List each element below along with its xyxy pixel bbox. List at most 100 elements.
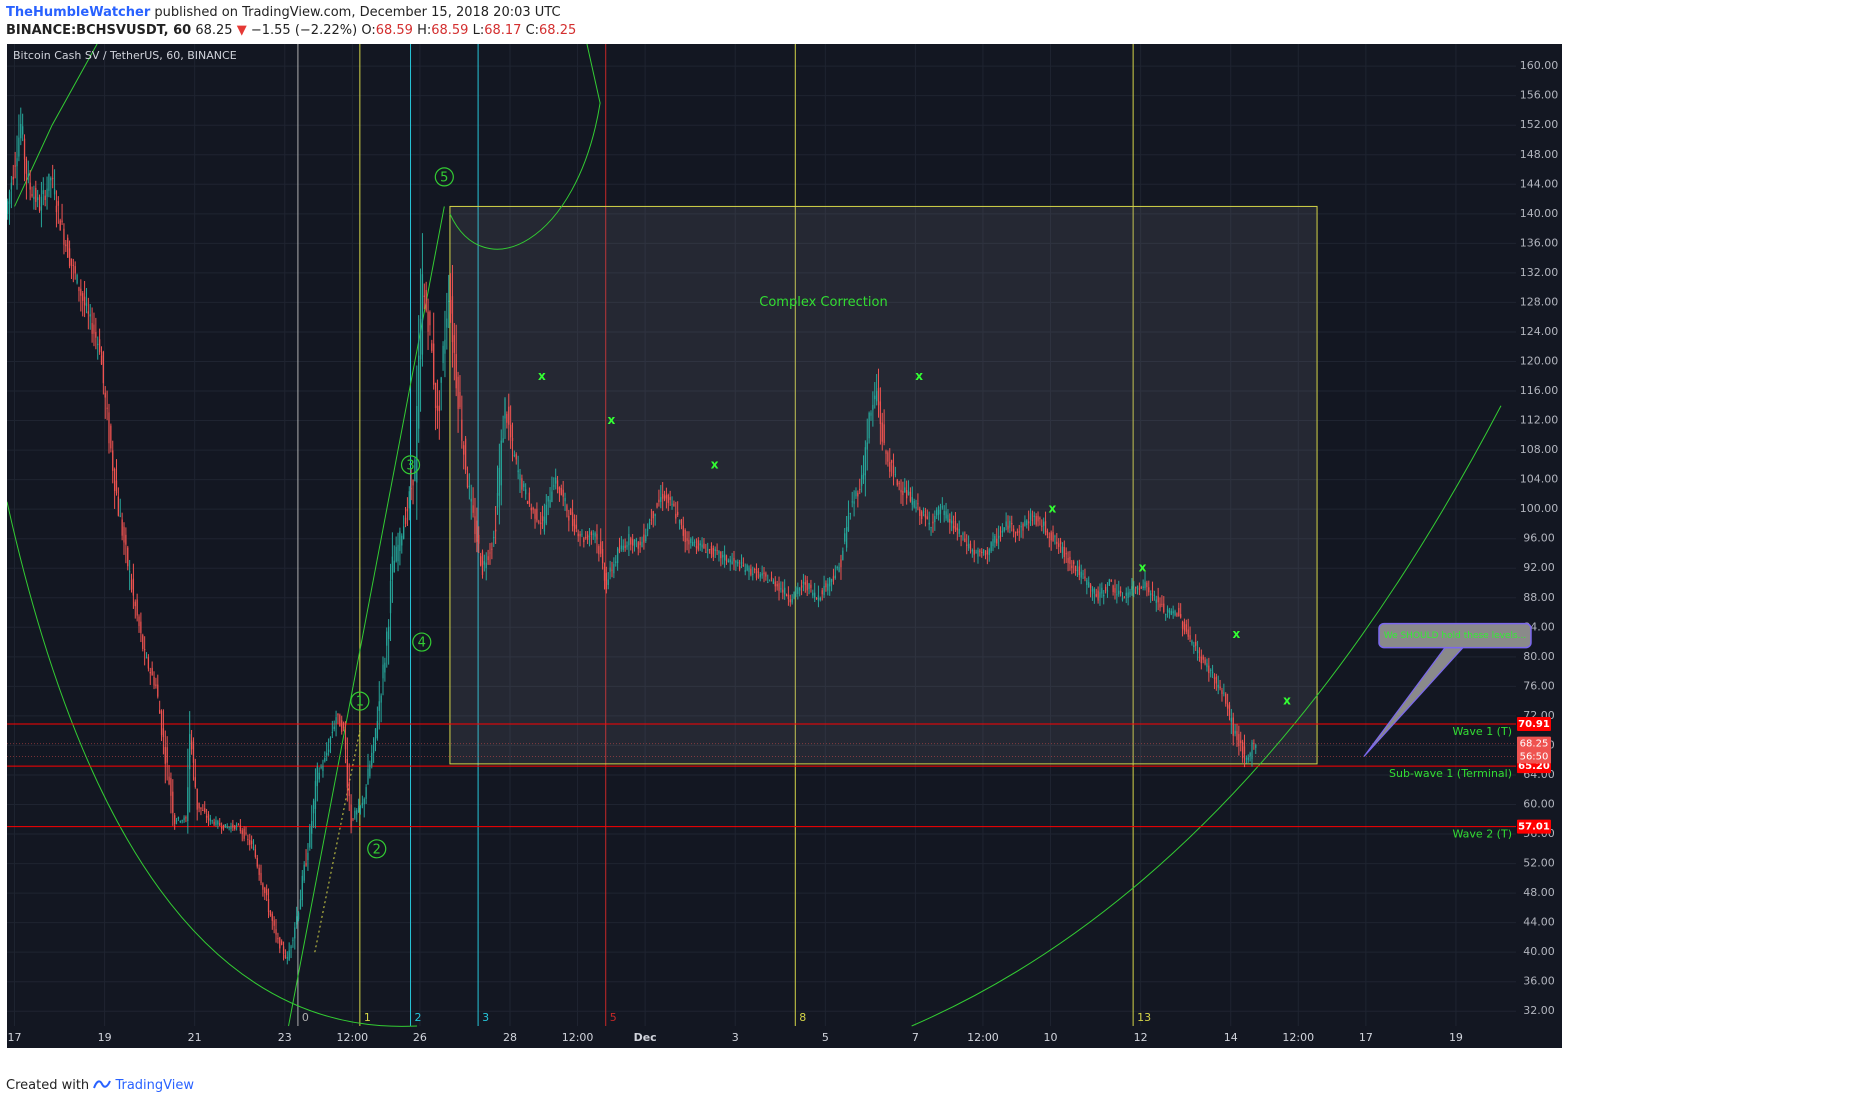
candle-body xyxy=(954,520,957,530)
candle-body xyxy=(464,438,467,471)
candle-body xyxy=(759,574,761,578)
tradingview-brand-link[interactable]: TradingView xyxy=(115,1078,194,1093)
candle-body xyxy=(919,508,921,516)
candle-body xyxy=(551,491,553,503)
candle-body xyxy=(277,938,279,940)
candle-body xyxy=(155,684,157,687)
candle-body xyxy=(594,532,596,537)
candle-body xyxy=(1095,594,1097,597)
candle-body xyxy=(1018,531,1020,533)
candle-body xyxy=(753,569,756,571)
candle-body xyxy=(286,957,288,959)
candle-body xyxy=(496,492,499,508)
candle-body xyxy=(142,635,144,649)
price-tick-label: 120.00 xyxy=(1520,354,1559,367)
candle-body xyxy=(294,927,296,939)
candle-body xyxy=(943,510,945,516)
symbol-label: BINANCE:BCHSVUSDT, 60 xyxy=(6,23,192,38)
candle-body xyxy=(162,728,165,738)
candle-body xyxy=(249,840,251,845)
candle-body xyxy=(123,526,125,543)
candle-body xyxy=(466,474,469,488)
candle-body xyxy=(562,489,564,497)
candle-body xyxy=(1221,690,1223,694)
candle-body xyxy=(506,413,508,423)
candle-body xyxy=(337,713,339,716)
price-tick-label: 92.00 xyxy=(1523,561,1555,574)
candle-body xyxy=(228,826,230,828)
candle-body xyxy=(932,521,934,524)
candle-body xyxy=(389,580,392,614)
candle-body xyxy=(752,573,754,575)
callout-note: We SHOULD hold these levels... xyxy=(1363,622,1532,757)
candle-body xyxy=(1080,571,1082,578)
time-tick-label: 17 xyxy=(8,1031,22,1044)
price-tick-label: 32.00 xyxy=(1523,1004,1555,1017)
candle-body xyxy=(1054,536,1056,538)
candle-body xyxy=(177,816,180,820)
candle-body xyxy=(453,335,455,353)
candle-body xyxy=(472,505,474,513)
candle-body xyxy=(136,599,138,616)
candle-body xyxy=(198,802,200,809)
candle-body xyxy=(344,736,347,750)
open-label: O: xyxy=(361,23,376,38)
author-link[interactable]: TheHumbleWatcher xyxy=(6,5,151,20)
x-marker: x xyxy=(1283,694,1291,708)
candle-body xyxy=(1155,599,1157,603)
candle-body xyxy=(778,583,780,591)
candle-body xyxy=(483,561,486,565)
candle-body xyxy=(780,588,782,590)
fib-time-label: 3 xyxy=(482,1011,489,1024)
candle-body xyxy=(110,425,112,449)
candle-body xyxy=(928,522,930,525)
candle-body xyxy=(104,392,106,398)
candle-body xyxy=(93,324,95,334)
fib-time-label: 0 xyxy=(302,1011,309,1024)
candle-body xyxy=(782,589,784,593)
candle-body xyxy=(1016,531,1019,533)
time-tick-label: 12:00 xyxy=(967,1031,999,1044)
candle-body xyxy=(596,533,598,540)
candle-body xyxy=(849,513,851,515)
candle-body xyxy=(222,824,225,830)
candle-body xyxy=(1125,592,1127,596)
candle-body xyxy=(1148,587,1150,593)
candle-body xyxy=(1142,586,1144,589)
candle-body xyxy=(598,546,600,555)
candle-body xyxy=(421,274,424,355)
candle-body xyxy=(973,549,975,555)
candle-body xyxy=(821,590,823,595)
wave-circle xyxy=(350,691,370,711)
candle-body xyxy=(663,495,666,501)
candle-body xyxy=(969,543,972,550)
candle-body xyxy=(812,592,814,596)
candle-body xyxy=(673,503,675,507)
candle-body xyxy=(654,514,656,516)
candle-body xyxy=(479,556,482,566)
candle-body xyxy=(457,376,459,409)
candle-body xyxy=(70,258,73,266)
candle-body xyxy=(1007,525,1009,530)
candle-body xyxy=(881,422,883,442)
candle-body xyxy=(372,738,375,754)
candle-body xyxy=(1234,730,1236,734)
candle-body xyxy=(622,545,624,550)
candle-body xyxy=(1097,590,1099,601)
candle-body xyxy=(1146,582,1148,588)
close-value: 68.25 xyxy=(539,23,577,38)
candle-body xyxy=(284,955,287,958)
price-chart[interactable]: 0 1 2 3 5 8 13 Complex Correction Wave 1 (T)Su… xyxy=(7,44,1862,1066)
candle-body xyxy=(926,516,928,520)
candle-body xyxy=(934,516,936,523)
candle-body xyxy=(570,509,572,515)
time-axis xyxy=(7,1026,1562,1048)
candle-body xyxy=(138,616,140,627)
candle-body xyxy=(168,776,170,785)
candle-body xyxy=(797,587,799,594)
candle-body xyxy=(795,587,797,595)
price-tick-label: 36.00 xyxy=(1523,975,1555,988)
fib-time-label: 5 xyxy=(610,1011,617,1024)
candle-body xyxy=(720,552,722,559)
candle-body xyxy=(1127,592,1129,599)
